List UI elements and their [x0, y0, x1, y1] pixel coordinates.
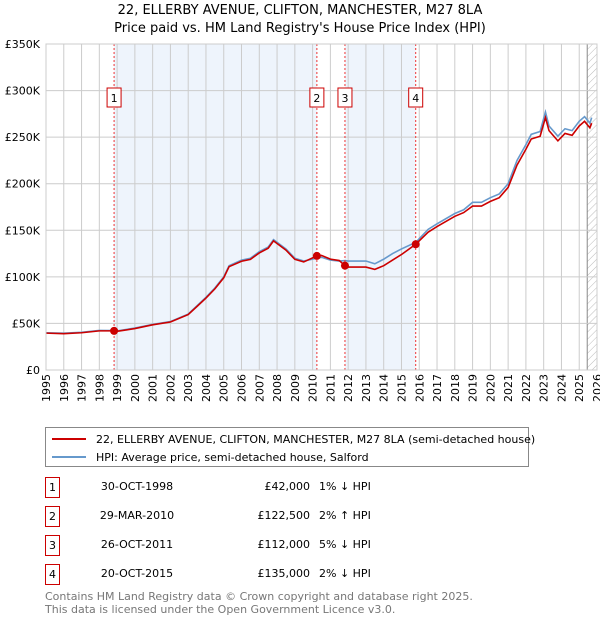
x-tick-label: 2006 — [236, 374, 249, 402]
sale-marker-box: 1 — [45, 477, 60, 498]
x-tick-label: 2022 — [520, 374, 533, 402]
y-tick-label: £100K — [5, 271, 41, 284]
footer-line: Contains HM Land Registry data © Crown c… — [45, 590, 473, 603]
x-tick-label: 2001 — [147, 374, 160, 402]
sale-label: 1 — [111, 92, 118, 105]
x-tick-label: 2011 — [324, 374, 337, 402]
y-tick-label: £250K — [5, 131, 41, 144]
x-tick-label: 2026 — [591, 374, 600, 402]
sale-date: 29-MAR-2010 — [99, 509, 175, 522]
legend-swatch-red — [52, 438, 86, 440]
sale-date: 30-OCT-1998 — [100, 480, 174, 493]
x-tick-label: 2000 — [129, 374, 142, 402]
y-tick-label: £50K — [12, 317, 41, 330]
x-tick-label: 1996 — [58, 374, 71, 402]
x-tick-label: 2018 — [449, 374, 462, 402]
y-tick-label: £0 — [26, 364, 40, 377]
sale-label: 2 — [313, 92, 320, 105]
sale-label-box — [106, 87, 122, 108]
x-tick-label: 2008 — [271, 374, 284, 402]
x-tick-label: 2009 — [289, 374, 302, 402]
sale-hpi-diff: 2% ↓ HPI — [319, 567, 371, 580]
x-tick-label: 2017 — [431, 374, 444, 402]
legend-item-property: 22, ELLERBY AVENUE, CLIFTON, MANCHESTER,… — [46, 430, 535, 448]
sale-label: 3 — [341, 92, 348, 105]
sale-row: 1 30-OCT-1998 £42,000 1% ↓ HPI — [45, 477, 445, 499]
sale-date: 20-OCT-2015 — [100, 567, 174, 580]
shaded-period — [344, 44, 416, 370]
x-tick-label: 2012 — [342, 374, 355, 402]
footer: Contains HM Land Registry data © Crown c… — [45, 590, 473, 616]
x-tick-label: 2021 — [502, 374, 515, 402]
y-tick-label: £200K — [5, 178, 41, 191]
sale-date: 26-OCT-2011 — [100, 538, 174, 551]
sale-marker-box: 3 — [45, 535, 60, 556]
legend-label: HPI: Average price, semi-detached house,… — [96, 450, 369, 464]
x-tick-label: 2016 — [413, 374, 426, 402]
sale-label-box — [408, 87, 424, 108]
x-tick-label: 2020 — [484, 374, 497, 402]
sale-point — [110, 326, 119, 335]
sale-hpi-diff: 5% ↓ HPI — [319, 538, 371, 551]
sale-label: 4 — [412, 92, 419, 105]
sale-point — [340, 261, 349, 270]
x-tick-label: 1995 — [40, 374, 53, 402]
sale-point — [312, 251, 321, 260]
x-tick-label: 2002 — [164, 374, 177, 402]
x-tick-label: 1997 — [76, 374, 89, 402]
x-tick-label: 2005 — [218, 374, 231, 402]
legend-item-hpi: HPI: Average price, semi-detached house,… — [46, 448, 369, 466]
x-tick-label: 2003 — [182, 374, 195, 402]
x-tick-label: 2025 — [573, 374, 586, 402]
sale-hpi-diff: 1% ↓ HPI — [319, 480, 371, 493]
sale-point — [411, 240, 420, 249]
y-tick-label: £350K — [5, 38, 41, 51]
x-tick-label: 1999 — [111, 374, 124, 402]
chart-subtitle: Price paid vs. HM Land Registry's House … — [114, 21, 486, 36]
legend: 22, ELLERBY AVENUE, CLIFTON, MANCHESTER,… — [45, 427, 535, 467]
x-tick-label: 2014 — [378, 374, 391, 402]
sale-price: £122,500 — [257, 509, 311, 522]
x-tick-label: 2023 — [538, 374, 551, 402]
forecast-hatch — [587, 44, 597, 370]
x-tick-label: 2007 — [253, 374, 266, 402]
x-tick-label: 2010 — [307, 374, 320, 402]
sale-row: 2 29-MAR-2010 £122,500 2% ↑ HPI — [45, 506, 445, 528]
y-tick-label: £300K — [5, 85, 41, 98]
sale-hpi-diff: 2% ↑ HPI — [319, 509, 371, 522]
sale-label-box — [309, 87, 325, 108]
x-tick-label: 2013 — [360, 374, 373, 402]
sale-row: 3 26-OCT-2011 £112,000 5% ↓ HPI — [45, 535, 445, 557]
x-tick-label: 2019 — [467, 374, 480, 402]
sale-price: £42,000 — [264, 480, 311, 493]
x-tick-label: 2015 — [395, 374, 408, 402]
price-chart: 1995 1996 1997 1998 1999 2000 2001 2002 2003 2004… — [5, 38, 600, 402]
shaded-period — [114, 44, 317, 370]
x-tick-label: 1998 — [93, 374, 106, 402]
x-tick-label: 2004 — [200, 374, 213, 402]
sale-price: £135,000 — [257, 567, 311, 580]
plot-frame — [45, 43, 598, 371]
sale-marker-box: 4 — [45, 564, 60, 585]
sale-marker-box: 2 — [45, 506, 60, 527]
footer-line: This data is licensed under the Open Gov… — [45, 603, 396, 616]
legend-swatch-blue — [52, 456, 86, 458]
sale-price: £112,000 — [257, 538, 311, 551]
sale-row: 4 20-OCT-2015 £135,000 2% ↓ HPI — [45, 564, 445, 586]
sale-label-box — [337, 87, 353, 108]
x-tick-label: 2024 — [555, 374, 568, 402]
y-tick-label: £150K — [5, 224, 41, 237]
chart-title: 22, ELLERBY AVENUE, CLIFTON, MANCHESTER,… — [117, 3, 483, 18]
legend-label: 22, ELLERBY AVENUE, CLIFTON, MANCHESTER,… — [96, 432, 536, 446]
